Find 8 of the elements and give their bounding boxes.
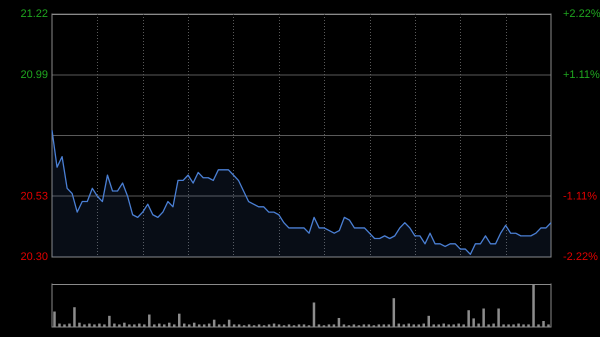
y2-tick-label: +2.22% [563, 8, 600, 20]
y-tick-label: 21.22 [20, 8, 48, 20]
y2-tick-label: +1.11% [563, 68, 600, 81]
y2-tick-label: -2.22% [563, 251, 598, 264]
y-tick-label: 20.99 [20, 68, 48, 81]
y-tick-label: 20.53 [20, 190, 48, 202]
y2-tick-label: -1.11% [563, 190, 598, 202]
y-tick-label: 20.30 [20, 251, 48, 264]
